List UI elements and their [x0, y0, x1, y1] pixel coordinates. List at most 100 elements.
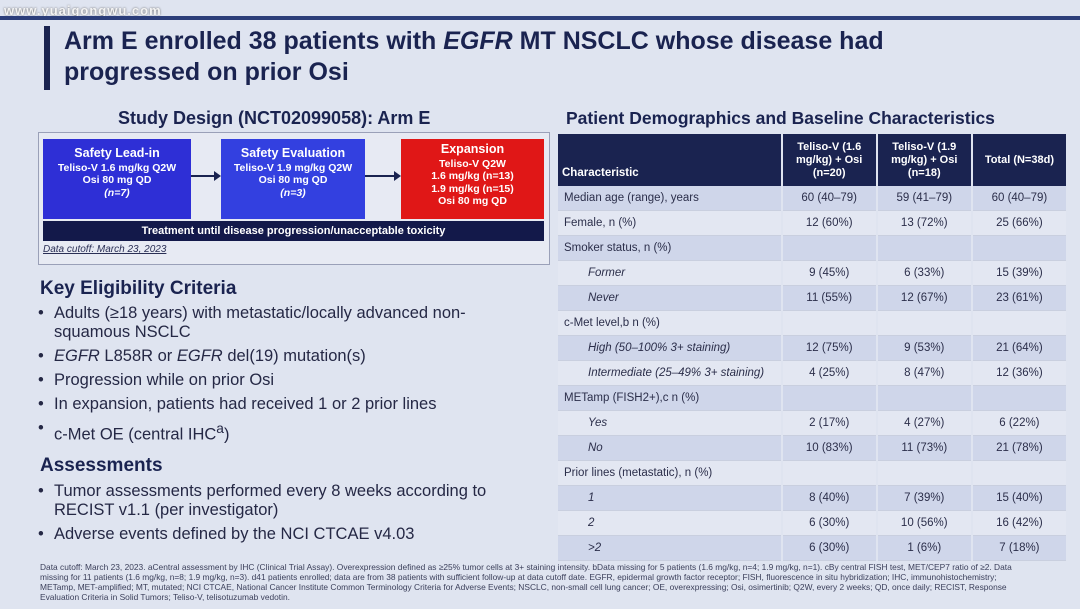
- study-design-heading: Study Design (NCT02099058): Arm E: [118, 108, 431, 128]
- row-label: Former: [558, 260, 783, 286]
- row-value: [876, 460, 973, 486]
- study-design-diagram: Safety Lead-in Teliso-V 1.6 mg/kg Q2W Os…: [38, 132, 550, 265]
- row-label: Smoker status, n (%): [558, 235, 783, 261]
- list-item: Progression while on prior Osi: [36, 371, 536, 390]
- row-value: 21 (78%): [971, 435, 1069, 461]
- row-value: 6 (33%): [876, 260, 973, 286]
- safety-lead-in-box: Safety Lead-in Teliso-V 1.6 mg/kg Q2W Os…: [43, 139, 191, 219]
- demographics-table: Characteristic Teliso-V (1.6 mg/kg) + Os…: [558, 134, 1069, 561]
- row-value: 12 (60%): [781, 210, 878, 236]
- row-value: [971, 310, 1069, 336]
- safety-evaluation-dose: Teliso-V 1.9 mg/kg Q2W: [233, 161, 353, 174]
- row-value: 4 (25%): [781, 360, 878, 386]
- column-header-characteristic: Characteristic: [558, 134, 783, 186]
- row-value: 23 (61%): [971, 285, 1069, 311]
- row-value: 59 (41–79): [876, 186, 973, 211]
- row-label: Female, n (%): [558, 210, 783, 236]
- expansion-dose-2: 1.9 mg/kg (n=15): [431, 182, 514, 195]
- table-row: Intermediate (25–49% 3+ staining) 4 (25%)…: [558, 360, 1069, 386]
- row-value: 9 (45%): [781, 260, 878, 286]
- row-label: Median age (range), years: [558, 186, 783, 211]
- row-value: [876, 235, 973, 261]
- title-gene: EGFR: [443, 27, 513, 55]
- row-value: 6 (30%): [781, 535, 878, 561]
- row-label: METamp (FISH2+),c n (%): [558, 385, 783, 411]
- safety-evaluation-n: (n=3): [280, 186, 306, 199]
- row-label: No: [558, 435, 783, 461]
- data-cutoff-note: Data cutoff: March 23, 2023: [43, 244, 167, 255]
- row-value: 11 (55%): [781, 285, 878, 311]
- list-item: Tumor assessments performed every 8 week…: [36, 482, 536, 520]
- row-label: Never: [558, 285, 783, 311]
- row-value: [971, 385, 1069, 411]
- expansion-osi: Osi 80 mg QD: [438, 195, 507, 207]
- list-item-text: L858R or: [99, 347, 177, 365]
- row-value: 12 (75%): [781, 335, 878, 361]
- row-value: 11 (73%): [876, 435, 973, 461]
- row-value: 25 (66%): [971, 210, 1069, 236]
- row-value: 60 (40–79): [781, 186, 878, 211]
- table-row: Former 9 (45%) 6 (33%) 15 (39%): [558, 260, 1069, 286]
- row-value: [781, 460, 878, 486]
- row-value: 15 (40%): [971, 485, 1069, 511]
- row-label: 2: [558, 510, 783, 536]
- row-value: 10 (83%): [781, 435, 878, 461]
- expansion-dose-1: 1.6 mg/kg (n=13): [431, 170, 514, 182]
- demographics-heading: Patient Demographics and Baseline Charac…: [566, 108, 995, 128]
- column-header-19mgkg: Teliso-V (1.9 mg/kg) + Osi (n=18): [876, 134, 973, 186]
- row-value: 7 (18%): [971, 535, 1069, 561]
- safety-lead-in-osi: Osi 80 mg QD: [82, 174, 152, 186]
- table-row: METamp (FISH2+),c n (%): [558, 385, 1069, 411]
- watermark-text: www.yuaigongwu.com: [4, 3, 162, 18]
- row-value: [971, 235, 1069, 261]
- table-row: >2 6 (30%) 1 (6%) 7 (18%): [558, 535, 1069, 561]
- row-value: 16 (42%): [971, 510, 1069, 536]
- eligibility-list: Adults (≥18 years) with metastatic/local…: [36, 304, 536, 450]
- row-label: Yes: [558, 410, 783, 436]
- row-value: [781, 235, 878, 261]
- row-value: [876, 310, 973, 336]
- row-value: 12 (67%): [876, 285, 973, 311]
- table-header-row: Characteristic Teliso-V (1.6 mg/kg) + Os…: [558, 134, 1069, 186]
- expansion-regimen: Teliso-V Q2W: [439, 157, 506, 170]
- safety-lead-in-title: Safety Lead-in: [74, 146, 160, 160]
- row-value: 9 (53%): [876, 335, 973, 361]
- table-row: c-Met level,b n (%): [558, 310, 1069, 336]
- row-value: [781, 310, 878, 336]
- assessments-list: Tumor assessments performed every 8 week…: [36, 482, 536, 549]
- assessments-heading: Assessments: [40, 455, 163, 476]
- list-item: Adults (≥18 years) with metastatic/local…: [36, 304, 536, 342]
- safety-evaluation-title: Safety Evaluation: [240, 146, 346, 160]
- title-text-start: Arm E enrolled 38 patients with: [64, 27, 444, 55]
- table-row: Prior lines (metastatic), n (%): [558, 460, 1069, 486]
- footnote-marker: a: [216, 421, 224, 436]
- row-value: [971, 460, 1069, 486]
- row-value: 15 (39%): [971, 260, 1069, 286]
- row-value: 6 (30%): [781, 510, 878, 536]
- row-value: 1 (6%): [876, 535, 973, 561]
- table-row: Median age (range), years 60 (40–79) 59 (4…: [558, 186, 1069, 211]
- row-value: 6 (22%): [971, 410, 1069, 436]
- list-item-text: del(19) mutation(s): [222, 347, 366, 365]
- title-text-end: MT NSCLC whose disease had progressed on…: [64, 27, 884, 86]
- row-value: 10 (56%): [876, 510, 973, 536]
- top-rule: [0, 16, 1080, 20]
- row-label: High (50–100% 3+ staining): [558, 335, 783, 361]
- table-row: Yes 2 (17%) 4 (27%) 6 (22%): [558, 410, 1069, 436]
- list-item-text: ): [223, 425, 230, 444]
- column-header-16mgkg: Teliso-V (1.6 mg/kg) + Osi (n=20): [781, 134, 878, 186]
- table-row: High (50–100% 3+ staining) 12 (75%) 9 (53%…: [558, 335, 1069, 361]
- safety-lead-in-n: (n=7): [104, 186, 130, 199]
- eligibility-heading: Key Eligibility Criteria: [40, 278, 237, 299]
- row-value: 21 (64%): [971, 335, 1069, 361]
- row-value: [781, 385, 878, 411]
- row-value: 2 (17%): [781, 410, 878, 436]
- safety-evaluation-box: Safety Evaluation Teliso-V 1.9 mg/kg Q2W…: [221, 139, 365, 219]
- gene-name: EGFR: [176, 347, 223, 365]
- row-value: 8 (47%): [876, 360, 973, 386]
- list-item: In expansion, patients had received 1 or…: [36, 395, 536, 414]
- row-value: [876, 385, 973, 411]
- list-item: c-Met OE (central IHCa): [36, 419, 536, 445]
